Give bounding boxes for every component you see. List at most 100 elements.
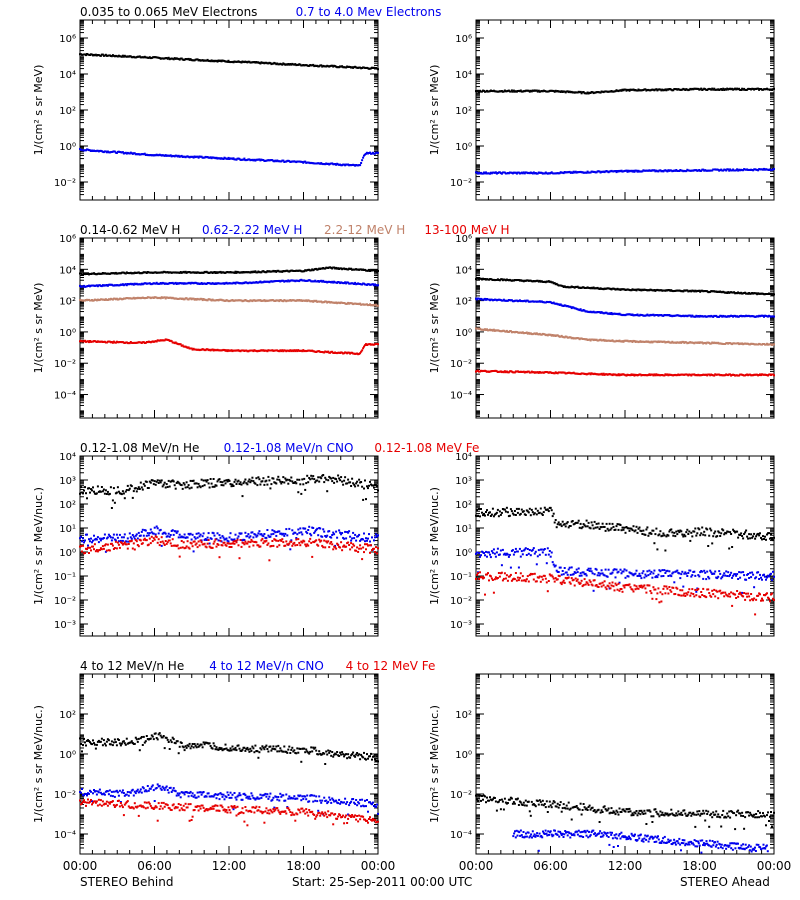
data-point: [218, 478, 221, 481]
data-point: [599, 91, 602, 94]
data-point: [184, 270, 187, 273]
data-point: [361, 349, 364, 352]
data-point: [216, 480, 219, 483]
data-point: [644, 88, 647, 91]
data-point: [247, 480, 250, 483]
data-point: [258, 478, 261, 481]
y-tick-label: 10⁴: [455, 265, 472, 276]
data-point: [99, 54, 102, 57]
data-point: [773, 168, 775, 170]
panel-protons-ahead: 1/(cm² s sr MeV) 10⁻⁴ 10⁻² 10⁰ 10² 10⁴ 10⁶: [428, 234, 775, 419]
data-point: [82, 492, 84, 495]
data-point: [197, 482, 200, 485]
data-point: [372, 283, 374, 286]
data-point: [104, 489, 107, 492]
panel-low-ions-behind: 1/(cm² s sr MeV/nuc.) 10⁻³ 10⁻² 10⁻¹ 10⁰ 10¹ 1…: [32, 452, 379, 637]
data-point: [569, 305, 572, 308]
data-point: [580, 92, 583, 95]
data-point: [537, 89, 540, 92]
data-point: [614, 170, 617, 172]
data-point: [173, 484, 176, 487]
data-point: [713, 87, 716, 90]
data-point: [201, 485, 204, 488]
data-point: [223, 479, 226, 482]
data-point: [304, 160, 307, 163]
data-point: [85, 54, 87, 57]
data-point: [105, 493, 108, 495]
legend-title-1-2: 2.2-12 MeV H: [324, 223, 405, 237]
data-point: [701, 341, 704, 344]
data-point: [190, 486, 193, 489]
y-tick-label: 10⁻²: [54, 359, 76, 370]
data-point: [148, 480, 151, 483]
data-point: [207, 482, 210, 485]
data-point: [265, 271, 268, 274]
data-point: [535, 89, 538, 92]
data-point: [137, 486, 140, 489]
y-tick-label: 10⁰: [59, 548, 76, 559]
data-point: [205, 480, 208, 483]
data-point: [353, 283, 356, 285]
series-black: [79, 266, 379, 276]
data-point: [655, 88, 658, 91]
data-point: [228, 479, 231, 482]
data-point: [315, 299, 318, 302]
data-point: [113, 150, 116, 153]
y-tick-label: 10⁴: [59, 70, 76, 81]
data-point: [196, 486, 199, 489]
panel-frame: [475, 237, 775, 419]
data-point: [179, 343, 182, 346]
data-point: [722, 87, 725, 90]
data-point: [131, 496, 134, 499]
data-point: [145, 480, 148, 483]
data-point: [625, 169, 628, 172]
data-point: [132, 490, 135, 493]
data-point: [185, 481, 188, 484]
data-point: [92, 486, 94, 489]
data-point: [227, 59, 230, 62]
data-point: [139, 481, 142, 484]
y-axis-label: 1/(cm² s sr MeV): [428, 283, 441, 374]
panel-electrons-behind: 1/(cm² s sr MeV) 10⁻² 10⁰ 10² 10⁴ 10⁶: [32, 19, 379, 201]
data-point: [272, 477, 275, 480]
data-point: [149, 481, 152, 484]
y-tick-label: 10⁴: [59, 265, 76, 276]
data-point: [727, 168, 730, 171]
series-red: [79, 338, 379, 356]
data-point: [84, 486, 86, 489]
data-point: [200, 297, 203, 300]
data-point: [222, 484, 225, 487]
data-point: [576, 285, 579, 288]
data-point: [243, 157, 246, 160]
data-point: [773, 343, 775, 346]
y-tick-label: 10⁻⁴: [450, 391, 472, 402]
data-point: [301, 350, 304, 353]
data-point: [182, 482, 185, 485]
data-point: [510, 89, 513, 92]
data-point: [163, 296, 166, 299]
data-point: [728, 169, 731, 172]
data-point: [773, 374, 775, 377]
data-point: [155, 340, 158, 343]
data-point: [601, 373, 604, 376]
data-point: [278, 478, 281, 481]
data-point: [204, 479, 207, 482]
data-point: [740, 89, 743, 91]
data-point: [147, 487, 150, 489]
data-point: [368, 268, 370, 271]
series-tan: [475, 327, 775, 346]
data-point: [259, 483, 262, 486]
data-point: [162, 483, 165, 486]
data-point: [359, 302, 362, 305]
y-tick-label: 10⁻³: [54, 620, 76, 631]
data-point: [238, 483, 241, 485]
data-point: [344, 281, 347, 284]
data-point: [202, 479, 205, 482]
y-tick-label: 10⁰: [455, 142, 472, 153]
data-point: [263, 483, 266, 486]
data-point: [109, 486, 112, 489]
data-point: [100, 486, 103, 488]
data-point: [624, 88, 627, 91]
data-point: [155, 480, 158, 483]
data-point: [211, 485, 214, 488]
